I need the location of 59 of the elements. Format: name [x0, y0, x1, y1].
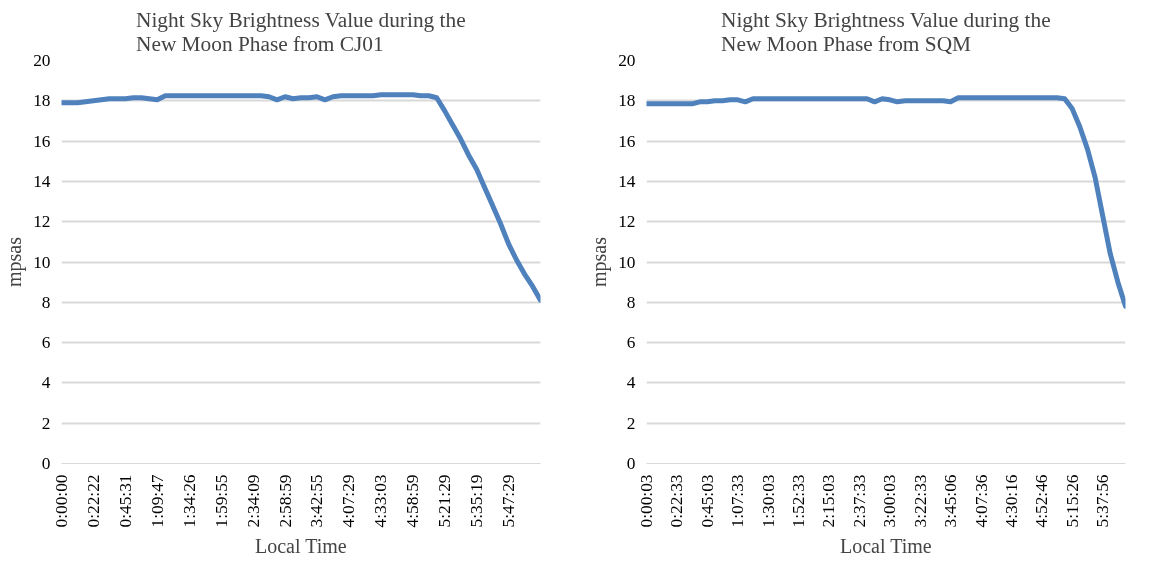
y-tick-label: 2	[41, 413, 51, 433]
y-tick-label: 10	[33, 252, 51, 272]
x-tick-label: 2:15:03	[819, 474, 839, 528]
x-tick-label: 4:07:29	[339, 474, 359, 528]
x-tick-label: 0:22:33	[667, 474, 687, 528]
y-tick-label: 0	[41, 454, 51, 473]
x-tick-label: 3:00:03	[880, 474, 900, 528]
y-tick-label: 12	[33, 212, 51, 232]
x-axis-title: Local Time	[254, 535, 347, 558]
x-tick-label: 1:09:47	[147, 474, 167, 528]
y-tick-label: 2	[626, 413, 636, 433]
x-tick-label: 1:59:55	[211, 474, 231, 528]
y-tick-label: 20	[618, 51, 636, 70]
y-tick-label: 6	[41, 333, 51, 353]
x-tick-label: 3:42:55	[307, 474, 327, 528]
x-tick-label: 4:30:16	[1001, 474, 1021, 528]
x-tick-label: 4:33:03	[371, 474, 391, 528]
x-tick-label: 2:37:33	[849, 474, 869, 528]
y-tick-label: 16	[33, 131, 51, 151]
x-tick-label: 4:52:46	[1032, 474, 1052, 528]
y-tick-label: 10	[618, 252, 636, 272]
y-tick-label: 20	[33, 51, 51, 70]
x-tick-label: 3:22:33	[910, 474, 930, 528]
y-tick-label: 4	[41, 373, 51, 393]
x-tick-label: 0:00:03	[637, 474, 656, 528]
y-tick-label: 14	[33, 171, 51, 191]
y-tick-label: 0	[626, 454, 636, 473]
x-tick-label: 1:07:33	[728, 474, 748, 528]
x-tick-label: 1:30:03	[758, 474, 778, 528]
x-tick-label: 3:45:06	[941, 474, 961, 528]
y-tick-label: 8	[41, 292, 51, 312]
y-tick-label: 18	[618, 91, 636, 111]
x-tick-label: 5:21:29	[435, 474, 455, 528]
chart-title: Night Sky Brightness Value during the New Moon Phase from CJ01	[136, 7, 466, 56]
x-tick-label: 0:00:00	[52, 474, 71, 528]
y-tick-label: 8	[626, 292, 636, 312]
x-tick-label: 5:47:29	[499, 474, 519, 528]
x-tick-label: 2:34:09	[243, 474, 263, 528]
x-tick-label: 5:37:56	[1093, 474, 1113, 528]
x-tick-label: 5:35:19	[467, 474, 487, 528]
chart-title: Night Sky Brightness Value during the New Moon Phase from SQM	[721, 7, 1051, 56]
y-tick-label: 18	[33, 91, 51, 111]
x-tick-label: 1:52:33	[789, 474, 809, 528]
y-tick-label: 12	[618, 212, 636, 232]
x-axis-title: Local Time	[839, 535, 932, 558]
y-tick-label: 14	[618, 171, 636, 191]
x-tick-label: 2:58:59	[275, 474, 295, 528]
x-tick-label: 0:45:31	[115, 474, 135, 528]
y-axis-title: mpsas	[3, 236, 27, 287]
x-tick-label: 4:58:59	[403, 474, 423, 528]
x-tick-label: 0:45:03	[697, 474, 717, 528]
x-tick-label: 1:34:26	[179, 474, 199, 528]
y-tick-label: 6	[626, 333, 636, 353]
x-tick-label: 4:07:36	[971, 474, 991, 528]
y-tick-label: 16	[618, 131, 636, 151]
y-tick-label: 4	[626, 373, 636, 393]
x-tick-label: 0:22:22	[83, 474, 103, 528]
x-tick-label: 5:15:26	[1062, 474, 1082, 528]
y-axis-title: mpsas	[588, 236, 612, 287]
